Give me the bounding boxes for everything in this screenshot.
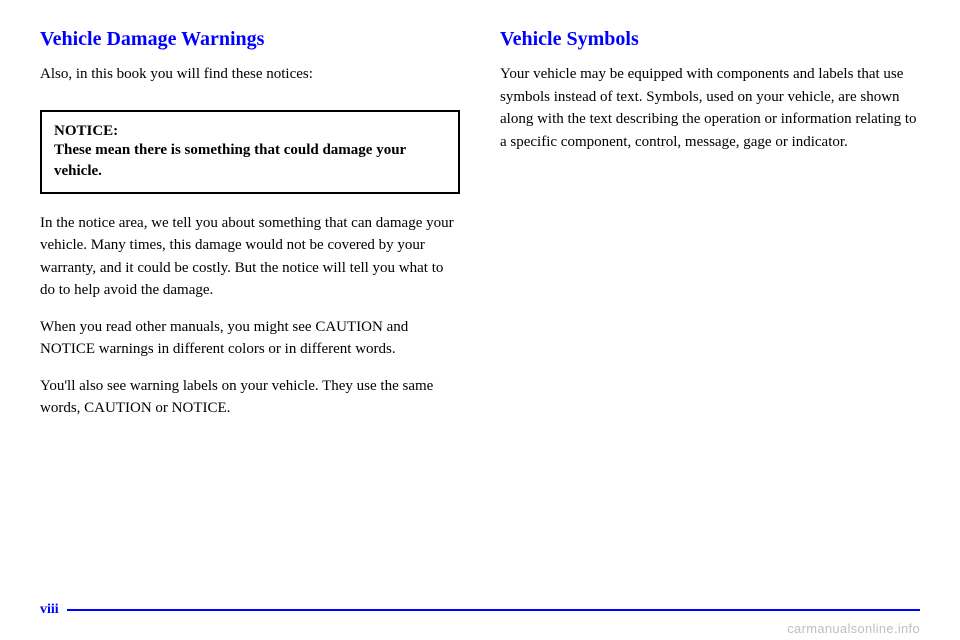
notice-label: NOTICE: <box>54 122 446 140</box>
vehicle-damage-heading: Vehicle Damage Warnings <box>40 28 460 51</box>
manual-page: Vehicle Damage Warnings Also, in this bo… <box>0 0 960 640</box>
watermark-text: carmanualsonline.info <box>787 621 920 636</box>
notice-box: NOTICE: These mean there is something th… <box>40 110 460 194</box>
damage-para3: You'll also see warning labels on your v… <box>40 375 460 420</box>
notice-label-text: NOTICE: <box>54 123 118 139</box>
damage-para2: When you read other manuals, you might s… <box>40 316 460 361</box>
notice-body-text: These mean there is something that could… <box>54 140 446 182</box>
page-number: viii <box>40 602 59 618</box>
footer-rule <box>67 609 920 611</box>
vehicle-symbols-heading: Vehicle Symbols <box>500 28 920 51</box>
left-column: Vehicle Damage Warnings Also, in this bo… <box>40 20 460 580</box>
page-footer: viii <box>40 602 920 618</box>
symbols-para1: Your vehicle may be equipped with compon… <box>500 63 920 153</box>
right-column: Vehicle Symbols Your vehicle may be equi… <box>500 20 920 580</box>
two-column-layout: Vehicle Damage Warnings Also, in this bo… <box>40 20 920 580</box>
damage-para1: In the notice area, we tell you about so… <box>40 212 460 302</box>
damage-intro-text: Also, in this book you will find these n… <box>40 63 460 86</box>
